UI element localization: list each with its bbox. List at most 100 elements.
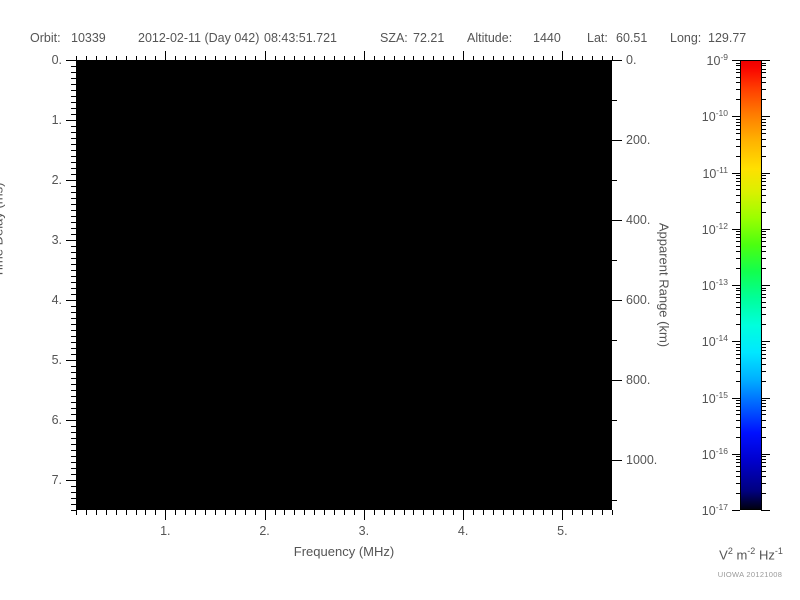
colorbar-mantissa: 10 [701, 392, 716, 407]
sza-label: SZA: [380, 31, 408, 45]
units-exp-1: 2 [727, 546, 733, 556]
colorbar-exponent: -16 [715, 445, 728, 456]
credit-stamp: UIOWA 20121008 [717, 570, 783, 579]
y2-major-tick [612, 300, 622, 301]
y2-major-tick [612, 140, 622, 141]
colorbar-mantissa: 10 [706, 54, 721, 69]
colorbar-gradient [741, 61, 761, 509]
y-tick-label-right: 1000. [626, 453, 658, 468]
colorbar-exponent: -9 [720, 51, 728, 62]
colorbar-major-tick-right [761, 510, 770, 511]
spectrogram-heatmap [77, 61, 613, 511]
colorbar-exponent: -14 [715, 332, 728, 343]
colorbar-major-tick-left [732, 285, 740, 286]
colorbar-tick-label: 10-9 [707, 52, 728, 68]
lat-value: 60.51 [616, 31, 648, 45]
x-major-tick [562, 510, 563, 520]
colorbar-major-tick-left [732, 398, 740, 399]
units-exp-3: -1 [774, 546, 783, 556]
long-label: Long: [670, 31, 702, 45]
colorbar-major-tick-left [732, 173, 740, 174]
colorbar-mantissa: 10 [701, 448, 716, 463]
y-tick-label-left: 3. [51, 233, 62, 247]
ionogram-plot [76, 60, 613, 511]
colorbar-units-label: V2 m-2 Hz-1 [719, 546, 783, 562]
colorbar-exponent: -12 [715, 220, 728, 231]
y-tick-label-left: 0. [51, 53, 62, 67]
colorbar-major-tick-right [761, 285, 770, 286]
colorbar-exponent: -15 [715, 389, 728, 400]
colorbar-mantissa: 10 [701, 223, 716, 238]
colorbar [740, 60, 762, 510]
colorbar-tick-label: 10-15 [702, 390, 728, 406]
y-major-tick [66, 360, 76, 361]
x-tick-label: 2. [259, 524, 270, 538]
y-tick-label-left: 4. [51, 293, 62, 307]
colorbar-tick-label: 10-14 [702, 333, 728, 349]
y-tick-label-right: 400. [626, 213, 651, 228]
y-tick-label-left: 7. [51, 473, 62, 487]
colorbar-mantissa: 10 [702, 167, 717, 182]
colorbar-mantissa: 10 [701, 504, 716, 519]
sza-value: 72.21 [413, 31, 445, 45]
y2-major-tick [612, 60, 622, 61]
units-exp-2: -2 [747, 546, 756, 556]
x-tick-label: 1. [160, 524, 171, 538]
colorbar-mantissa: 10 [701, 110, 716, 125]
long-value: 129.77 [708, 31, 747, 45]
colorbar-major-tick-left [732, 454, 740, 455]
lat-label: Lat: [587, 31, 608, 45]
colorbar-tick-label: 10-16 [702, 446, 728, 462]
y-major-tick [66, 480, 76, 481]
colorbar-major-tick-right [761, 229, 770, 230]
colorbar-mantissa: 10 [701, 335, 716, 350]
colorbar-tick-label: 10-10 [702, 108, 728, 124]
y-major-tick [66, 420, 76, 421]
y-tick-label-left: 6. [51, 413, 62, 427]
y-tick-label-left: 2. [51, 173, 62, 187]
altitude-label: Altitude: [467, 31, 513, 45]
colorbar-major-tick-left [732, 510, 740, 511]
colorbar-major-tick-right [761, 454, 770, 455]
altitude-value: 1440 [533, 31, 561, 45]
x-tick-label: 4. [457, 524, 469, 538]
y-tick-label-left: 1. [51, 113, 62, 127]
time-value: 08:43:51.721 [264, 31, 337, 45]
colorbar-exponent: -17 [715, 501, 728, 512]
colorbar-tick-label: 10-12 [702, 221, 728, 237]
colorbar-major-tick-left [732, 116, 740, 117]
y-tick-label-left: 5. [51, 353, 62, 367]
x-tick-label: 5. [557, 524, 568, 538]
header-metadata: Orbit: 10339 2012-02-11 (Day 042) 08:43:… [0, 31, 800, 49]
colorbar-major-tick-right [761, 398, 770, 399]
colorbar-tick-label: 10-17 [702, 502, 728, 518]
date-value: 2012-02-11 (Day 042) [138, 31, 260, 45]
y2-major-tick [612, 220, 622, 221]
units-base-3: Hz [758, 547, 775, 563]
y-axis-right-title: Apparent Range (km) [656, 222, 672, 348]
colorbar-exponent: -13 [715, 276, 728, 287]
y2-major-tick [612, 460, 622, 461]
x-axis-title: Frequency (MHz) [293, 544, 395, 559]
colorbar-major-tick-right [761, 173, 770, 174]
colorbar-major-tick-right [761, 341, 770, 342]
x-major-tick [364, 510, 365, 520]
y-major-tick [66, 240, 76, 241]
y-tick-label-right: 800. [626, 373, 651, 388]
orbit-label: Orbit: [30, 31, 61, 45]
y-minor-tick [71, 510, 76, 511]
colorbar-major-tick-left [732, 341, 740, 342]
colorbar-major-tick-left [732, 229, 740, 230]
x-major-tick [265, 510, 266, 520]
y-tick-label-right: 600. [626, 293, 651, 308]
y-tick-label-right: 0. [626, 53, 637, 67]
y-tick-label-right: 200. [626, 133, 651, 148]
x-tick-label: 3. [358, 524, 370, 538]
y-major-tick [66, 180, 76, 181]
y2-major-tick [612, 380, 622, 381]
colorbar-major-tick-right [761, 60, 770, 61]
units-base-1: V [719, 547, 728, 563]
y-axis-left-title: Time Delay (ms) [0, 182, 6, 278]
colorbar-exponent: -10 [715, 107, 728, 118]
orbit-value: 10339 [71, 31, 106, 45]
